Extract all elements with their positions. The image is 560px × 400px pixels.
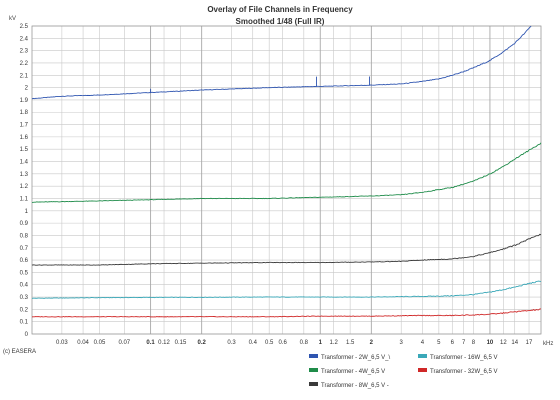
series-line xyxy=(31,280,542,299)
chart-title: Overlay of File Channels in Frequency xyxy=(207,5,353,14)
x-tick-label: 0.6 xyxy=(278,340,287,346)
x-tick-label: 0.2 xyxy=(197,340,206,346)
y-tick-label: 2.3 xyxy=(20,49,29,55)
x-tick-label: 0.8 xyxy=(300,340,309,346)
y-axis: 0 0.1 0.2 0.3 0.4 0.5 0.6 0.7 0.8 0.9 1 1.1 1.2 1.3 1.… xyxy=(20,24,29,338)
legend-swatch xyxy=(418,368,427,372)
legend-swatch xyxy=(309,354,318,358)
legend-swatch xyxy=(309,382,318,386)
credit-label: (c) EASERA xyxy=(3,349,36,355)
y-tick-label: 1.5 xyxy=(20,147,29,153)
legend-swatch xyxy=(309,368,318,372)
y-tick-label: 0.9 xyxy=(20,221,29,227)
legend: Transformer - 2W_6,5 V_\ Transformer - 16… xyxy=(309,354,497,389)
y-tick-label: 1.3 xyxy=(20,172,29,178)
chart-subtitle: Smoothed 1/48 (Full IR) xyxy=(236,17,325,26)
x-tick-label: 6 xyxy=(451,340,455,346)
x-tick-label: 1.2 xyxy=(330,340,339,346)
series-layer xyxy=(31,25,542,318)
x-tick-label: 2 xyxy=(370,340,374,346)
x-axis: 0.03 0.04 0.05 0.07 0.1 0.12 0.15 0.2 0.3 0.4 0.5 0… xyxy=(56,340,533,346)
x-tick-label: 0.05 xyxy=(94,340,106,346)
x-tick-label: 17 xyxy=(526,340,533,346)
legend-swatch xyxy=(418,354,427,358)
legend-label: Transformer - 16W_6,5 V xyxy=(430,355,497,361)
x-tick-label: 10 xyxy=(487,340,494,346)
y-tick-label: 1.4 xyxy=(20,160,29,166)
y-tick-label: 1.8 xyxy=(20,110,29,116)
x-tick-label: 0.4 xyxy=(249,340,258,346)
y-tick-label: 0.8 xyxy=(20,233,29,239)
y-tick-label: 2.2 xyxy=(20,61,29,67)
legend-label: Transformer - 32W_6,5 V xyxy=(430,369,497,375)
x-tick-label: 3 xyxy=(400,340,404,346)
x-tick-label: 0.12 xyxy=(158,340,170,346)
x-tick-label: 0.15 xyxy=(175,340,187,346)
y-tick-label: 2.5 xyxy=(20,24,29,30)
y-tick-label: 1.6 xyxy=(20,135,29,141)
y-tick-label: 0.4 xyxy=(20,283,29,289)
y-tick-label: 0.6 xyxy=(20,258,29,264)
y-tick-label: 1.1 xyxy=(20,196,29,202)
x-tick-label: 5 xyxy=(437,340,441,346)
y-tick-label: 1 xyxy=(25,209,29,215)
y-tick-label: 0.5 xyxy=(20,270,29,276)
legend-label: Transformer - 8W_6,5 V - xyxy=(321,383,389,389)
x-tick-label: 8 xyxy=(472,340,476,346)
x-tick-label: 0.03 xyxy=(56,340,68,346)
x-tick-label: 14 xyxy=(511,340,518,346)
x-tick-label: 0.1 xyxy=(146,340,155,346)
x-tick-label: 1.5 xyxy=(346,340,355,346)
y-tick-label: 0.1 xyxy=(20,320,29,326)
x-unit-label: kHz xyxy=(543,341,553,347)
x-tick-label: 1 xyxy=(319,340,323,346)
x-tick-label: 12 xyxy=(500,340,507,346)
x-tick-label: 0.3 xyxy=(227,340,236,346)
y-tick-label: 2.1 xyxy=(20,73,29,79)
y-tick-label: 1.7 xyxy=(20,123,29,129)
y-tick-label: 0.2 xyxy=(20,307,29,313)
legend-label: Transformer - 4W_6,5 V xyxy=(321,369,385,375)
series-line xyxy=(31,25,532,100)
y-unit-label: kV xyxy=(9,16,16,22)
y-tick-label: 0 xyxy=(25,332,29,338)
y-tick-label: 1.2 xyxy=(20,184,29,190)
series-line xyxy=(31,308,542,318)
y-tick-label: 1.9 xyxy=(20,98,29,104)
series-line xyxy=(31,233,542,266)
x-tick-label: 7 xyxy=(462,340,466,346)
y-tick-label: 2.4 xyxy=(20,36,29,42)
y-tick-label: 0.7 xyxy=(20,246,29,252)
legend-label: Transformer - 2W_6,5 V_\ xyxy=(321,355,390,361)
y-tick-label: 0.3 xyxy=(20,295,29,301)
grid xyxy=(32,25,541,335)
x-tick-label: 0.5 xyxy=(265,340,274,346)
series-line xyxy=(31,142,542,203)
y-tick-label: 2 xyxy=(25,86,29,92)
x-tick-label: 0.04 xyxy=(77,340,89,346)
plot-area-border xyxy=(31,25,542,335)
x-tick-label: 0.07 xyxy=(118,340,130,346)
x-tick-label: 4 xyxy=(421,340,425,346)
